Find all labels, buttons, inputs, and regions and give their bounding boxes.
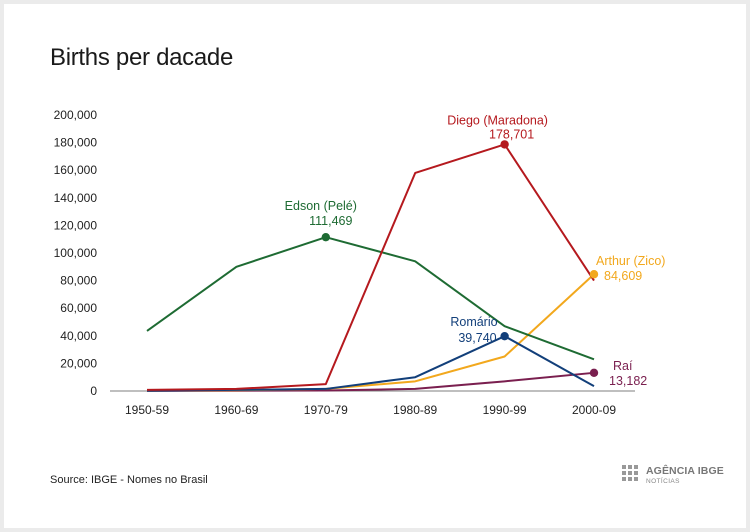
data-point-marker	[500, 140, 509, 149]
series-name-label: Arthur (Zico)	[596, 254, 665, 268]
y-tick-label: 80,000	[60, 274, 97, 288]
y-tick-label: 100,000	[54, 246, 98, 260]
data-point-marker	[589, 270, 599, 279]
x-tick-label: 1990-99	[483, 403, 527, 417]
data-value-label: 84,609	[604, 269, 642, 283]
data-value-label: 39,740	[458, 331, 496, 345]
y-tick-label: 180,000	[54, 136, 98, 150]
y-tick-label: 200,000	[54, 108, 98, 122]
data-value-label: 178,701	[489, 127, 534, 141]
ibge-logo-icon	[622, 465, 638, 481]
y-tick-label: 40,000	[60, 329, 97, 343]
y-tick-label: 140,000	[54, 191, 98, 205]
series-line	[146, 371, 595, 392]
y-tick-label: 60,000	[60, 301, 97, 315]
x-tick-label: 1950-59	[125, 403, 169, 417]
x-tick-label: 1980-89	[393, 403, 437, 417]
y-tick-label: 0	[90, 384, 97, 398]
series-line	[146, 143, 595, 391]
chart-title: Births per dacade	[50, 44, 234, 71]
data-value-label: 111,469	[309, 214, 352, 228]
series-line	[146, 236, 595, 361]
series-line	[146, 335, 595, 392]
logo-subtitle: NOTÍCIAS	[646, 478, 680, 485]
logo-brand: AGÊNCIA IBGE	[646, 465, 724, 477]
series-name-label: Diego (Maradona)	[447, 113, 548, 127]
source-note: Source: IBGE - Nomes no Brasil	[50, 474, 208, 486]
series-name-label: Romário	[450, 315, 497, 329]
data-value-label: 13,182	[609, 374, 647, 388]
series-name-label: Edson (Pelé)	[285, 199, 357, 213]
y-tick-label: 120,000	[54, 218, 98, 232]
x-tick-label: 1960-69	[214, 403, 258, 417]
x-tick-label: 2000-09	[572, 403, 616, 417]
y-tick-label: 160,000	[54, 163, 98, 177]
data-point-marker	[500, 331, 509, 341]
series-name-label: Raí	[613, 359, 633, 373]
agency-logo: AGÊNCIA IBGE NOTÍCIAS	[620, 462, 740, 492]
data-point-marker	[589, 368, 599, 378]
series-line	[146, 273, 595, 392]
y-tick-label: 20,000	[60, 356, 97, 370]
x-tick-label: 1970-79	[304, 403, 348, 417]
data-point-marker	[321, 232, 330, 242]
